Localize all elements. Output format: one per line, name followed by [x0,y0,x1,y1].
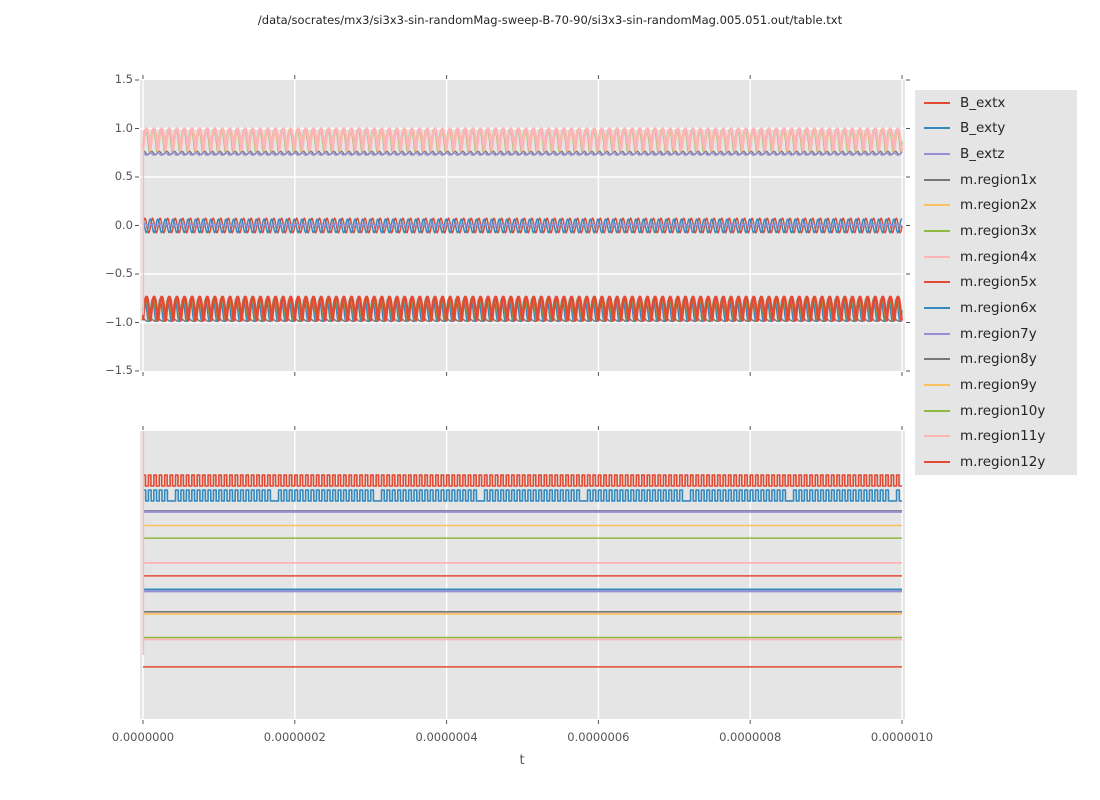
legend-item: m.region4x [915,244,1077,270]
legend-item: B_exty [915,116,1077,142]
series-line [143,474,902,487]
legend-line-swatch [924,435,950,438]
top-plot [135,75,910,376]
legend-item: m.region2x [915,193,1077,219]
series-line [142,223,903,228]
legend-item: m.region6x [915,295,1077,321]
plot-background [140,431,905,719]
series-line [143,489,902,502]
x-tick-label: 0.0000004 [415,730,478,744]
y-tick-label: 0.0 [114,217,133,232]
series-line [142,218,903,234]
y-tick-label: 1.5 [114,72,133,86]
legend-item: m.region5x [915,270,1077,296]
legend-line-swatch [924,153,950,156]
figure-title: /data/socrates/mx3/si3x3-sin-randomMag-s… [257,13,843,27]
legend-label: m.region3x [960,223,1037,240]
legend-label: B_extz [960,146,1005,163]
legend-line-swatch [924,409,950,412]
x-tick-label: 0.0000006 [567,730,630,744]
legend-label: B_exty [960,120,1006,137]
legend-line-swatch [924,178,950,181]
legend-item: B_extz [915,141,1077,167]
series-line [141,127,904,152]
legend-item: m.region3x [915,218,1077,244]
legend-line-swatch [924,332,950,335]
legend-label: B_extx [960,94,1006,111]
legend-label: m.region10y [960,402,1046,419]
legend-label: m.region12y [960,454,1046,471]
legend-line-swatch [924,281,950,284]
legend-item: m.region11y [915,424,1077,450]
y-tick-label: 0.5 [114,169,133,183]
legend-line-swatch [924,307,950,310]
legend-item: m.region12y [915,449,1077,475]
legend-item: m.region9y [915,372,1077,398]
series-line [141,295,903,322]
legend-line-swatch [924,358,950,361]
legend-item: m.region1x [915,167,1077,193]
legend-item: B_extx [915,90,1077,116]
legend-label: m.region7y [960,325,1037,342]
legend: B_extx B_exty B_extz m.region1x m.region2x m.… [915,90,1077,475]
legend-line-swatch [924,384,950,387]
legend-line-swatch [924,101,950,104]
legend-label: m.region9y [960,377,1037,394]
legend-label: m.region5x [960,274,1037,291]
legend-item: m.region7y [915,321,1077,347]
legend-line-swatch [924,461,950,464]
legend-label: m.region11y [960,428,1046,445]
legend-item: m.region10y [915,398,1077,424]
legend-label: m.region8y [960,351,1037,368]
legend-label: m.region2x [960,197,1037,214]
legend-label: m.region4x [960,248,1037,265]
x-axis-label: t [519,753,525,768]
x-tick-label: 0.0000010 [870,730,934,744]
legend-item: m.region8y [915,347,1077,373]
legend-line-swatch [924,204,950,207]
x-tick-label: 0.0000000 [111,730,175,744]
legend-line-swatch [924,230,950,233]
bottom-plot [140,426,905,724]
y-tick-label: −1.5 [105,363,133,377]
legend-label: m.region6x [960,300,1037,317]
y-tick-label: −1.0 [105,314,133,329]
x-tick-label: 0.0000002 [263,730,326,744]
legend-label: m.region1x [960,171,1037,188]
legend-line-swatch [924,127,950,130]
legend-line-swatch [924,255,950,258]
x-tick-label: 0.0000008 [719,730,782,744]
series-line [142,152,903,156]
y-tick-label: 1.0 [114,120,133,135]
y-tick-label: −0.5 [105,266,133,280]
